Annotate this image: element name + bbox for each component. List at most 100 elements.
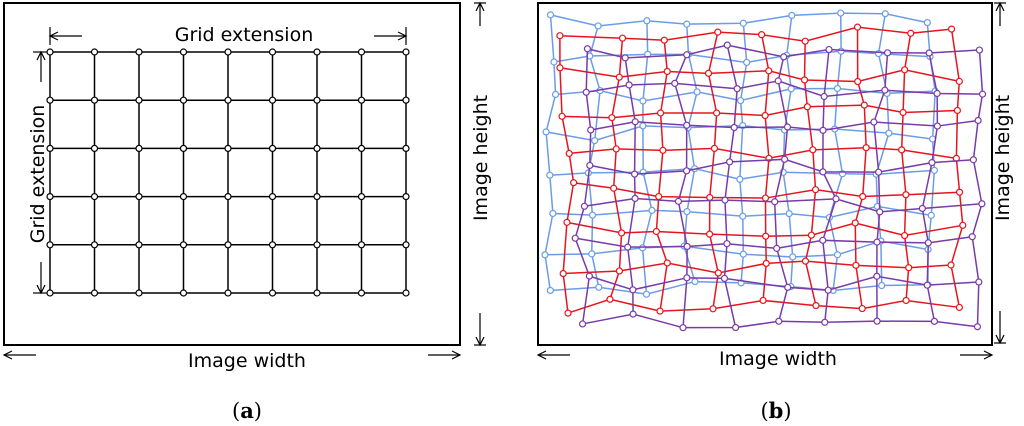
deformed-column-line <box>822 49 837 323</box>
grid-node <box>357 144 366 152</box>
deformed-grid-node <box>671 79 679 87</box>
grid-node <box>402 241 410 249</box>
deformed-grid-node <box>899 108 907 117</box>
grid-node <box>46 241 54 249</box>
deformed-grid-node <box>955 77 963 85</box>
deformed-column-line <box>707 31 720 309</box>
deformed-grid-series-2 <box>556 23 967 317</box>
deformed-grid-node <box>683 51 691 59</box>
deformed-grid-node <box>859 192 867 201</box>
deformed-grid-node <box>923 281 931 289</box>
deformed-column-line <box>574 48 592 325</box>
panel-a-height-arrows <box>474 1 486 347</box>
deformed-grid-node <box>975 278 983 286</box>
deformed-grid-node <box>885 129 893 137</box>
deformed-grid-node <box>821 318 829 326</box>
deformed-grid-node <box>959 221 967 229</box>
deformed-grid-node <box>595 283 603 291</box>
grid-node <box>313 289 321 297</box>
deformed-grid-node <box>652 227 661 236</box>
deformed-grid-node <box>947 25 956 33</box>
deformed-grid-node <box>928 159 936 167</box>
deformed-grid-node <box>721 196 729 204</box>
deformed-grid-node <box>714 28 722 36</box>
deformed-grid-node <box>656 307 664 315</box>
deformed-grid-node <box>955 303 963 312</box>
deformed-grid-node <box>875 168 883 176</box>
grid-node <box>135 241 143 249</box>
deformed-grid-node <box>683 20 691 28</box>
grid-node <box>90 241 99 249</box>
deformed-grid-node <box>825 45 833 54</box>
deformed-grid-node <box>683 274 691 282</box>
deformed-grid-node <box>923 19 931 27</box>
deformed-grid-node <box>714 269 722 277</box>
deformed-grid-node <box>783 123 792 131</box>
deformed-grid-node <box>615 267 624 275</box>
panel-a-image-frame <box>3 2 461 346</box>
deformed-grid-node <box>659 146 667 154</box>
deformed-grid-node <box>550 58 558 66</box>
deformed-grid-node <box>925 49 933 57</box>
grid-node <box>224 144 232 152</box>
deformed-grid-node <box>725 158 734 166</box>
deformed-grid-node <box>968 233 976 241</box>
deformed-grid-node <box>918 204 926 213</box>
deformed-column-line <box>683 24 698 282</box>
deformed-grid-node <box>629 286 637 294</box>
deformed-grid-node <box>854 77 862 86</box>
grid-node <box>46 48 54 56</box>
grid-node <box>268 96 277 104</box>
deformed-grid-node <box>612 145 620 153</box>
deformed-grid-node <box>578 320 587 328</box>
deformed-grid-node <box>784 283 792 291</box>
top-extension-arrows <box>48 27 408 45</box>
deformed-row-line <box>589 275 979 291</box>
panel-a-caption: (a) <box>232 398 262 423</box>
deformed-grid-node <box>655 192 663 201</box>
deformed-grid-node <box>973 323 982 331</box>
deformed-grid-node <box>927 211 935 219</box>
deformed-grid-node <box>933 122 941 130</box>
deformed-grid-node <box>608 114 616 122</box>
grid-node <box>224 241 232 249</box>
deformed-grid-node <box>978 200 986 208</box>
deformed-grid-node <box>947 261 955 269</box>
deformed-grid-node <box>930 166 938 174</box>
regular-grid <box>46 48 410 297</box>
grid-node <box>402 144 410 152</box>
deformed-grid-node <box>858 304 866 313</box>
deformed-grid-node <box>610 184 618 192</box>
grid-node <box>90 96 99 104</box>
deformed-grid-node <box>837 9 845 17</box>
deformed-row-line <box>550 12 928 27</box>
deformed-grid-node <box>800 76 809 84</box>
side-extension-arrows <box>33 50 49 295</box>
deformed-grid-node <box>674 197 683 205</box>
deformed-grid-node <box>656 109 665 117</box>
deformed-grid-node <box>870 118 878 126</box>
grid-node <box>313 48 321 56</box>
grid-node <box>179 193 188 201</box>
deformed-column-line <box>739 23 748 283</box>
side-grid-extension-label: Grid extension <box>27 105 49 244</box>
deformed-grid-node <box>723 41 731 49</box>
deformed-grid-node <box>642 290 651 298</box>
deformed-grid-node <box>898 146 906 154</box>
deformed-grid-node <box>546 286 554 295</box>
grid-node <box>402 289 410 297</box>
grid-node <box>313 96 321 104</box>
deformed-grid-node <box>819 126 827 134</box>
deformed-row-line <box>559 26 952 42</box>
deformed-column-line <box>723 44 738 328</box>
panel-b-width-arrows <box>536 350 994 360</box>
grid-node <box>268 193 277 201</box>
grid-node <box>402 96 410 104</box>
grid-node <box>224 48 232 56</box>
grid-node <box>135 48 143 56</box>
deformed-row-line <box>586 80 983 98</box>
deformed-grid-node <box>570 179 578 187</box>
deformed-grid-node <box>663 259 671 267</box>
deformed-grid-node <box>586 161 594 170</box>
